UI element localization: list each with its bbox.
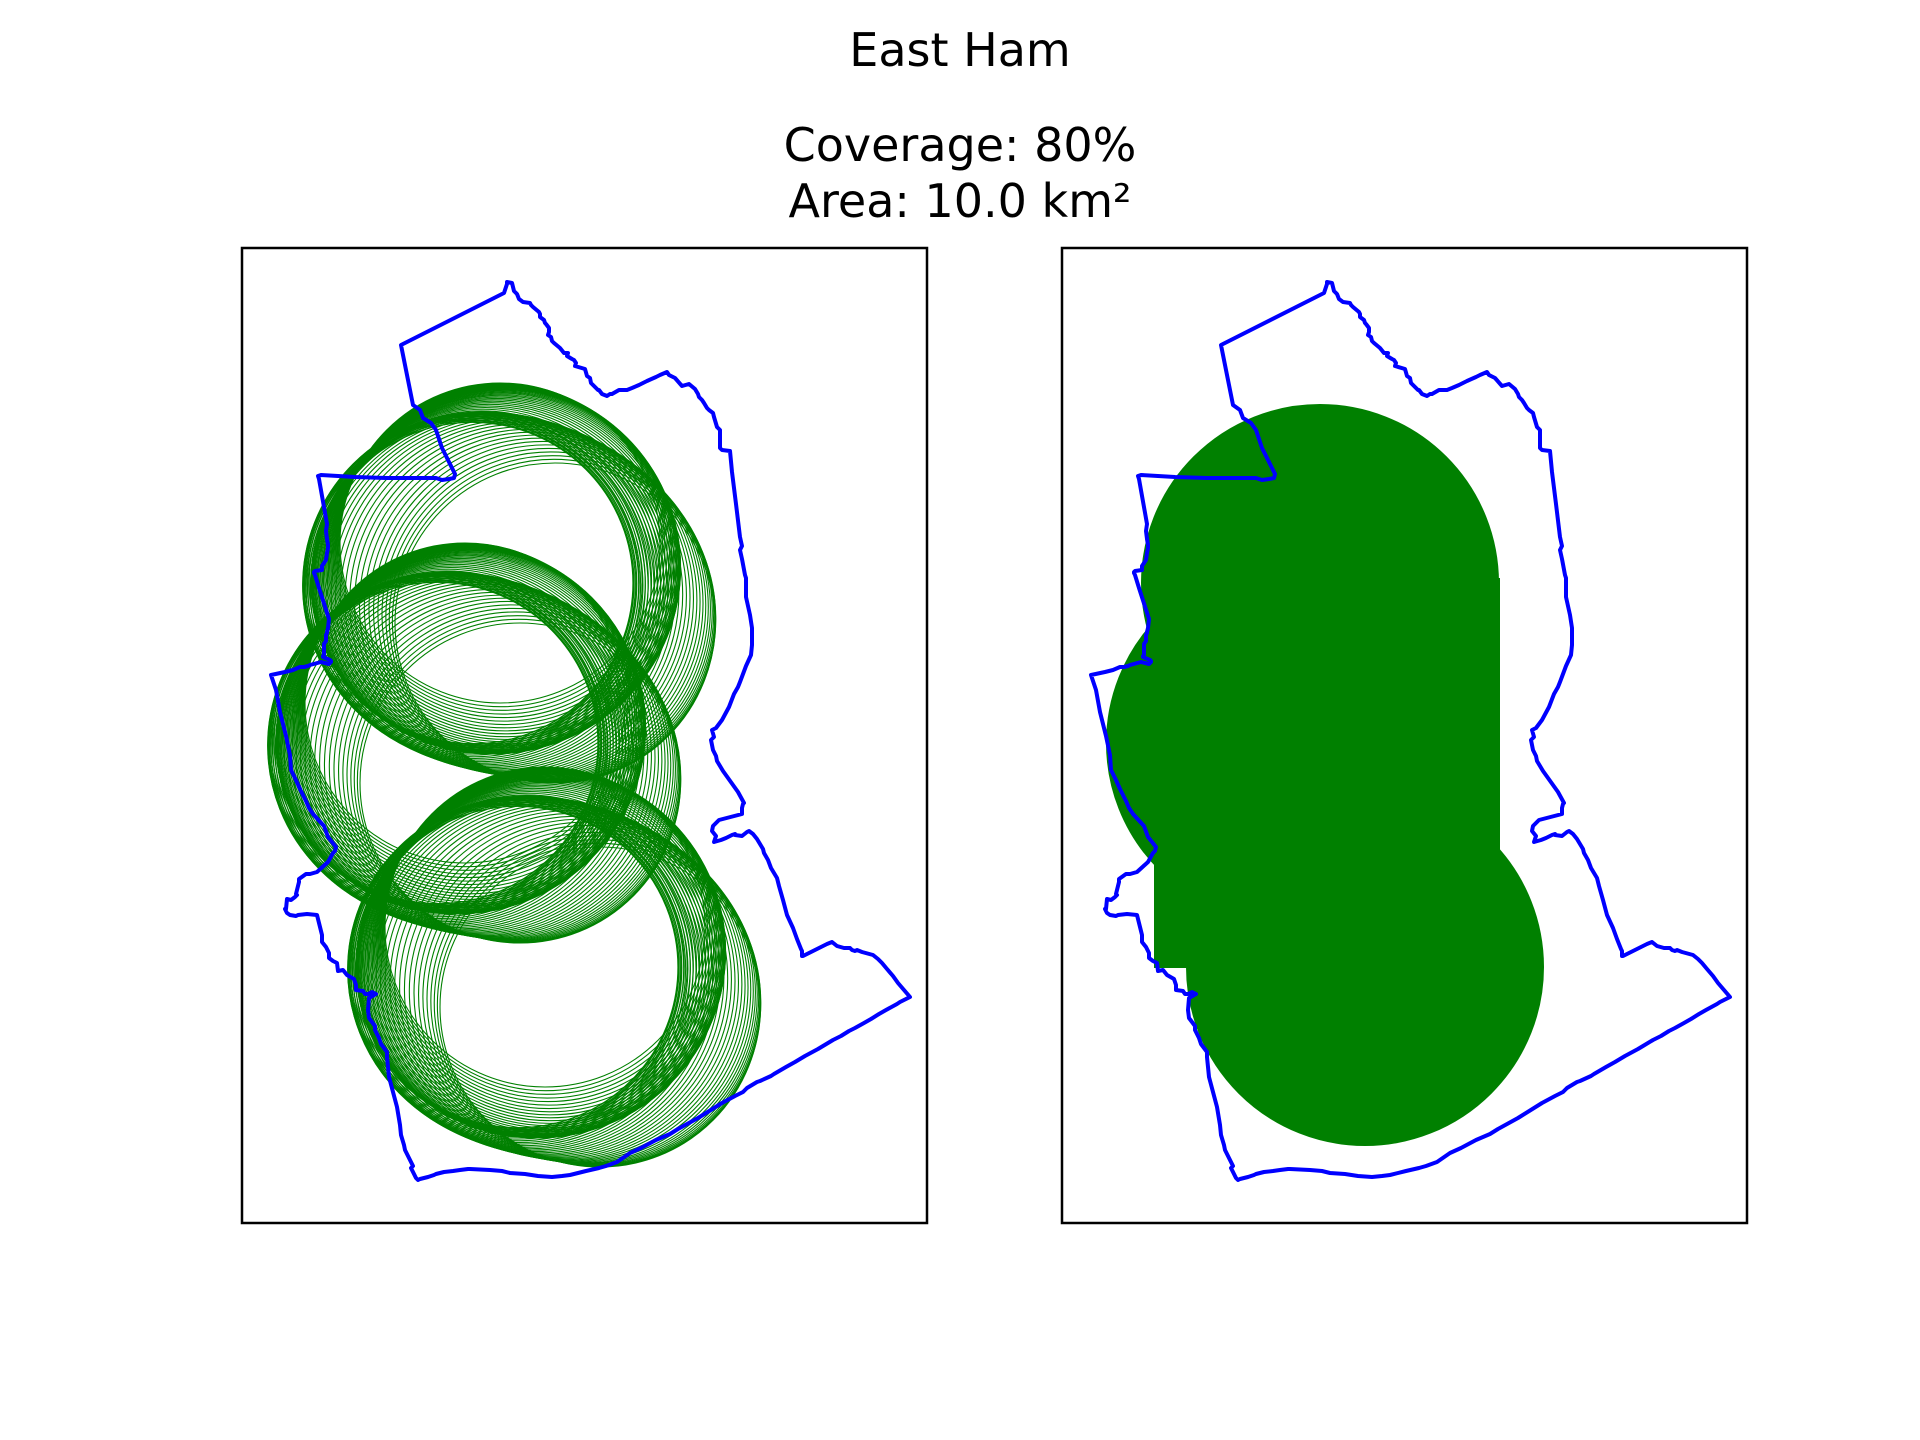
coverage-circle-outline	[322, 414, 680, 772]
coverage-fill-union	[1154, 578, 1500, 968]
coverage-circle-outline	[323, 591, 672, 940]
coverage-circle-outline	[353, 804, 680, 1131]
boundary-outline	[1089, 280, 1732, 1182]
boundary-outline	[269, 280, 912, 1182]
coverage-circle-outline	[300, 579, 656, 935]
coverage-circle-outline	[389, 807, 743, 1161]
coverage-circle-outline	[394, 810, 746, 1162]
coverage-circle-outline	[277, 572, 634, 929]
right-panel-coverage-filled	[1060, 246, 1749, 1225]
coverage-circle-outline	[363, 797, 721, 1155]
coverage-circle-outline	[315, 412, 673, 770]
coverage-circle-outline	[367, 798, 725, 1156]
axes-frame	[240, 246, 929, 1225]
coverage-circle-outline	[283, 573, 641, 931]
coverage-circle-outline	[312, 412, 669, 769]
coverage-circle-outline	[384, 805, 740, 1160]
coverage-circle-outline	[357, 796, 714, 1153]
coverage-label: Coverage: 80%	[783, 118, 1137, 172]
coverage-group	[1106, 404, 1544, 1146]
area-label: Area: 10.0 km²	[788, 174, 1132, 228]
coverage-circle-outline	[399, 812, 749, 1163]
coverage-group	[267, 382, 762, 1168]
coverage-circle-outline	[319, 588, 669, 939]
coverage-circle-outline	[403, 815, 752, 1164]
coverage-circle-outline	[295, 577, 652, 934]
axes-frame	[1060, 246, 1749, 1225]
coverage-circle-outline	[280, 572, 638, 930]
coverage-circle-outline	[375, 801, 732, 1158]
coverage-circle-outline	[359, 622, 681, 944]
coverage-circle-outline	[308, 420, 635, 747]
coverage-circle-outline	[380, 803, 736, 1159]
coverage-circle-outline	[314, 586, 666, 938]
coverage-circle-outline	[273, 580, 600, 907]
coverage-circle-outline	[371, 800, 729, 1157]
left-panel-coverage-outlines	[240, 246, 929, 1225]
chart-title: East Ham	[849, 23, 1071, 77]
coverage-circle-outline	[360, 796, 718, 1154]
coverage-circle-outline	[304, 581, 660, 936]
coverage-circle-outline	[309, 583, 663, 937]
